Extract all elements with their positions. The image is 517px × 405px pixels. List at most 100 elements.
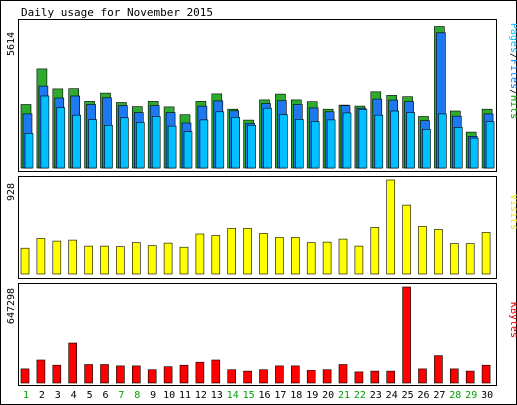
bar-visits-day-29	[466, 244, 474, 274]
x-tick-label-day-20: 20	[322, 390, 334, 401]
bar-pages-day-21	[343, 113, 351, 168]
x-tick-label-day-3: 3	[55, 390, 61, 401]
bar-pages-day-9	[152, 117, 160, 169]
legend-part-2: Files	[508, 59, 517, 89]
bar-pages-day-19	[311, 122, 319, 168]
bar-kbytes-day-18	[291, 366, 299, 383]
x-tick-label-day-24: 24	[386, 390, 398, 401]
x-tick-label-day-21: 21	[338, 390, 350, 401]
bar-visits-day-13	[212, 236, 220, 275]
bar-visits-day-4	[69, 240, 77, 274]
visits-panel-max-label: 928	[6, 183, 17, 201]
bar-visits-day-6	[101, 246, 109, 274]
bar-pages-day-17	[279, 115, 287, 168]
bar-kbytes-day-6	[101, 365, 109, 384]
bar-visits-day-1	[21, 248, 29, 274]
bar-pages-day-24	[391, 111, 399, 168]
bar-pages-day-25	[407, 113, 415, 168]
bar-pages-day-16	[264, 108, 272, 168]
x-tick-label-day-7: 7	[118, 390, 124, 401]
bar-pages-day-29	[470, 138, 478, 168]
x-tick-label-day-9: 9	[150, 390, 156, 401]
bar-pages-day-11	[184, 132, 192, 168]
bar-visits-day-14	[228, 228, 236, 274]
bar-kbytes-day-7	[116, 366, 124, 383]
x-tick-label-day-14: 14	[227, 390, 239, 401]
x-tick-label-day-19: 19	[306, 390, 318, 401]
x-tick-label-day-28: 28	[449, 390, 461, 401]
x-tick-label-day-23: 23	[370, 390, 382, 401]
bar-visits-day-11	[180, 247, 188, 274]
bar-visits-day-17	[275, 238, 283, 275]
bar-visits-day-21	[339, 239, 347, 274]
bar-visits-day-2	[37, 239, 45, 275]
bar-pages-day-3	[57, 108, 65, 168]
bar-kbytes-day-2	[37, 360, 45, 383]
x-tick-label-day-6: 6	[102, 390, 108, 401]
bar-kbytes-day-5	[85, 365, 93, 384]
bar-kbytes-day-25	[403, 287, 411, 383]
bar-visits-day-24	[387, 180, 395, 274]
bar-pages-day-26	[423, 129, 431, 168]
bar-visits-day-23	[371, 227, 379, 274]
bar-kbytes-day-1	[21, 369, 29, 383]
x-tick-label-day-25: 25	[402, 390, 414, 401]
hits-panel-max-label: 5614	[6, 32, 17, 56]
bar-kbytes-day-14	[228, 370, 236, 383]
bar-pages-day-15	[248, 125, 256, 168]
bar-kbytes-day-9	[148, 370, 156, 383]
bar-kbytes-day-19	[307, 370, 315, 383]
bar-visits-day-7	[116, 247, 124, 274]
bar-visits-day-26	[419, 226, 427, 274]
bar-pages-day-20	[327, 120, 335, 168]
x-tick-label-day-18: 18	[290, 390, 302, 401]
bar-kbytes-day-29	[466, 371, 474, 383]
bar-kbytes-day-13	[212, 360, 220, 383]
bar-kbytes-day-21	[339, 365, 347, 384]
bar-kbytes-day-17	[275, 366, 283, 383]
x-tick-label-day-17: 17	[274, 390, 286, 401]
x-tick-label-day-27: 27	[433, 390, 445, 401]
bar-visits-day-16	[260, 234, 268, 275]
bar-visits-day-5	[85, 246, 93, 274]
bar-pages-day-2	[41, 96, 49, 168]
bar-kbytes-day-20	[323, 370, 331, 383]
bar-kbytes-day-15	[244, 371, 252, 383]
bar-pages-day-30	[486, 122, 494, 168]
bar-visits-day-3	[53, 241, 61, 274]
bar-visits-day-25	[403, 205, 411, 274]
kbytes-panel-legend: KBytes	[508, 302, 517, 338]
bar-pages-day-28	[454, 127, 462, 168]
bar-pages-day-27	[438, 114, 446, 168]
x-tick-label-day-1: 1	[23, 390, 29, 401]
x-tick-label-day-15: 15	[243, 390, 255, 401]
bar-kbytes-day-8	[132, 366, 140, 383]
x-tick-label-day-11: 11	[179, 390, 191, 401]
bar-visits-day-15	[244, 228, 252, 274]
bar-pages-day-7	[120, 118, 128, 168]
bar-pages-day-13	[216, 112, 224, 168]
bar-kbytes-day-26	[419, 369, 427, 383]
bar-pages-day-1	[25, 133, 33, 168]
bar-pages-day-5	[89, 120, 97, 168]
visits-panel-legend: Visits	[508, 194, 517, 230]
bar-pages-day-18	[295, 119, 303, 168]
bar-pages-day-6	[105, 125, 113, 168]
bar-visits-day-18	[291, 238, 299, 275]
bar-visits-day-19	[307, 243, 315, 274]
bar-kbytes-day-16	[260, 370, 268, 383]
legend-part-4: Hits	[508, 95, 517, 119]
bar-kbytes-day-4	[69, 343, 77, 383]
bar-kbytes-day-23	[371, 371, 379, 383]
x-tick-label-day-22: 22	[354, 390, 366, 401]
bar-pages-day-14	[232, 117, 240, 168]
x-tick-label-day-13: 13	[211, 390, 223, 401]
x-tick-label-day-16: 16	[258, 390, 270, 401]
bar-visits-day-30	[482, 233, 490, 275]
bar-pages-day-8	[136, 123, 144, 169]
x-tick-label-day-4: 4	[71, 390, 77, 401]
x-tick-label-day-8: 8	[134, 390, 140, 401]
legend-part-0: Pages	[508, 23, 517, 53]
